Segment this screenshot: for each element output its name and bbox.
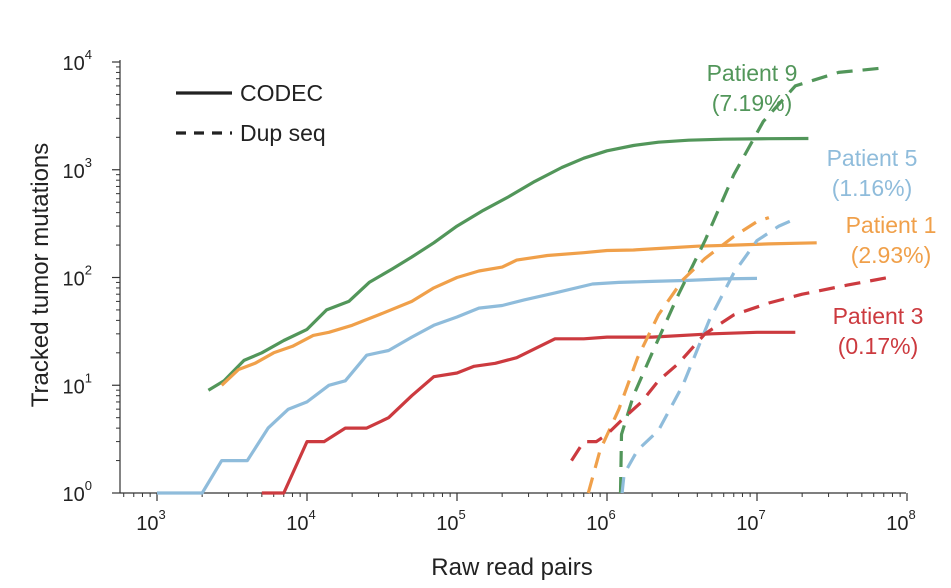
y-tick-exponent: 1 — [85, 370, 92, 385]
x-tick-base: 10 — [286, 513, 308, 535]
x-tick-base: 10 — [886, 513, 908, 535]
y-axis-label: Tracked tumor mutations — [27, 143, 54, 408]
y-tick-label: 102 — [63, 263, 92, 291]
x-tick-exponent: 5 — [459, 507, 466, 522]
annotation-label: Patient 1 — [846, 212, 937, 238]
y-tick-exponent: 0 — [85, 478, 92, 493]
x-tick-exponent: 7 — [759, 507, 766, 522]
x-tick-label: 105 — [436, 507, 465, 535]
x-tick-base: 10 — [136, 513, 158, 535]
y-tick-label: 101 — [63, 370, 92, 398]
annotations: Patient 9 (7.19%) Patient 5 (1.16%) Patient … — [707, 60, 937, 359]
y-tick-base: 10 — [63, 161, 85, 183]
y-tick-label: 100 — [63, 478, 92, 506]
x-tick-base: 10 — [736, 513, 758, 535]
series-patient-3-codec — [261, 330, 796, 495]
series-patient-9-dup-seq — [618, 65, 889, 494]
y-tick-exponent: 2 — [85, 263, 92, 278]
series-patient-5-dup-seq — [620, 217, 796, 494]
y-tick-exponent: 3 — [85, 155, 92, 170]
x-tick-label: 104 — [286, 507, 315, 535]
y-tick-base: 10 — [63, 376, 85, 398]
x-axis-label: Raw read pairs — [431, 554, 592, 581]
annotation-label: (1.16%) — [832, 175, 913, 201]
plot-series — [157, 65, 889, 495]
series-patient-1-dup-seq — [586, 216, 770, 494]
series-patient-5-codec — [157, 276, 758, 495]
x-tick-label: 107 — [736, 507, 765, 535]
legend-label: Dup seq — [240, 120, 326, 146]
y-tick-label: 104 — [63, 47, 92, 75]
y-tick-base: 10 — [63, 53, 85, 75]
annotation-label: (0.17%) — [838, 333, 919, 359]
x-tick-label: 103 — [136, 507, 165, 535]
legend: CODEC Dup seq — [176, 80, 326, 146]
legend-label: CODEC — [240, 80, 323, 106]
y-tick-label: 103 — [63, 155, 92, 183]
x-tick-base: 10 — [436, 513, 458, 535]
x-tick-exponent: 8 — [909, 507, 916, 522]
annotation-label: Patient 3 — [833, 303, 924, 329]
x-tick-exponent: 4 — [309, 507, 316, 522]
annotation-label: Patient 5 — [827, 145, 918, 171]
series-patient-9-codec — [207, 136, 809, 392]
x-tick-base: 10 — [586, 513, 608, 535]
annotation-label: (7.19%) — [712, 90, 793, 116]
y-tick-base: 10 — [63, 269, 85, 291]
x-tick-exponent: 3 — [159, 507, 166, 522]
x-tick-label: 106 — [586, 507, 615, 535]
y-tick-base: 10 — [63, 484, 85, 506]
annotation-label: Patient 9 — [707, 60, 798, 86]
annotation-label: (2.93%) — [851, 242, 932, 268]
x-tick-label: 108 — [886, 507, 915, 535]
x-tick-exponent: 6 — [609, 507, 616, 522]
series-patient-3-dup-seq — [570, 275, 889, 462]
y-tick-exponent: 4 — [85, 47, 92, 62]
series-patient-1-codec — [220, 241, 817, 387]
